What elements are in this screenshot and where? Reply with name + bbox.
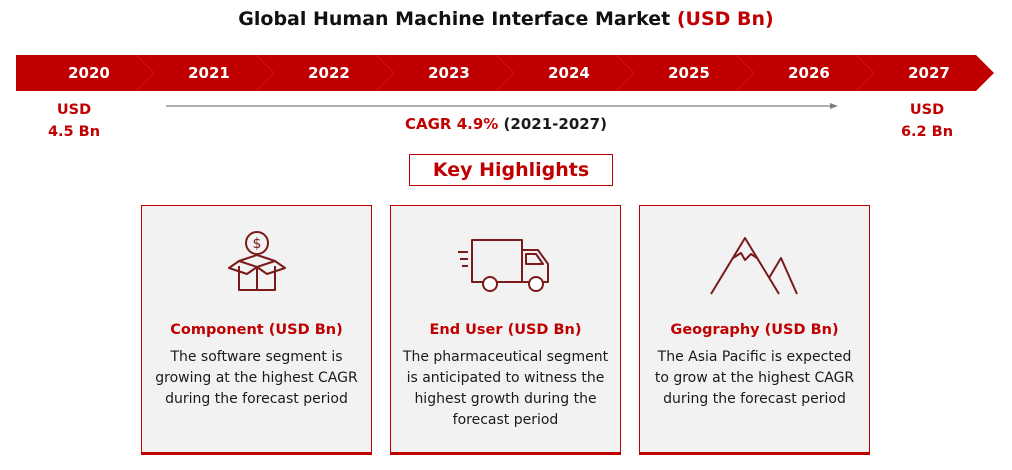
timeline-step-2024: 2024 <box>496 55 634 91</box>
start-value: USD 4.5 Bn <box>47 102 101 140</box>
title-main: Global Human Machine Interface Market <box>238 8 671 30</box>
page-title: Global Human Machine Interface Market (U… <box>0 8 1012 30</box>
title-unit: (USD Bn) <box>676 8 774 30</box>
end-value: USD 6.2 Bn <box>900 102 954 140</box>
card-title: Geography (USD Bn) <box>670 322 839 338</box>
card-description: The Asia Pacific is expected to grow at … <box>654 349 855 407</box>
svg-text:$: $ <box>252 236 261 252</box>
card-description: The software segment is growing at the h… <box>155 349 358 407</box>
timeline-step-2023: 2023 <box>376 55 514 91</box>
timeline-step-2026: 2026 <box>736 55 874 91</box>
cagr-label: CAGR 4.9% (2021-2027) <box>405 115 607 133</box>
highlight-card-geography: Geography (USD Bn) The Asia Pacific is e… <box>639 205 870 455</box>
money-box-icon: $ <box>142 228 371 300</box>
timeline-step-2027: 2027 <box>856 55 994 91</box>
card-title: End User (USD Bn) <box>429 322 582 338</box>
delivery-truck-icon <box>391 228 620 300</box>
cagr-arrow-icon <box>166 103 838 109</box>
mountain-icon <box>640 228 869 300</box>
timeline-step-2020: 2020 <box>16 55 154 91</box>
year-timeline: 2020 2021 2022 2023 2024 2025 2026 2027 <box>16 55 996 91</box>
card-title: Component (USD Bn) <box>170 322 343 338</box>
timeline-step-2025: 2025 <box>616 55 754 91</box>
card-description: The pharmaceutical segment is anticipate… <box>402 349 609 428</box>
timeline-step-2021: 2021 <box>136 55 274 91</box>
timeline-step-2022: 2022 <box>256 55 394 91</box>
highlight-card-end-user: End User (USD Bn) The pharmaceutical seg… <box>390 205 621 455</box>
key-highlights-heading: Key Highlights <box>409 154 613 186</box>
highlight-card-component: $ Component (USD Bn) The software segmen… <box>141 205 372 455</box>
